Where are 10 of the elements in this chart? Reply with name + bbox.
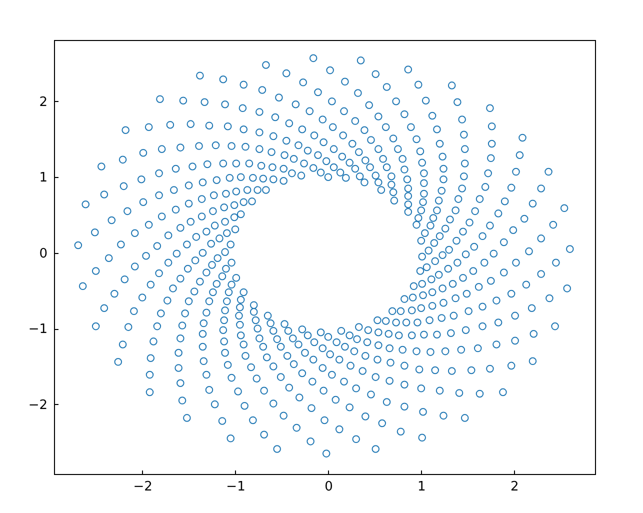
x-tick-label: −2 [133,480,152,494]
x-tick-label: −1 [226,480,246,494]
y-tick-label: 2 [39,94,48,110]
y-tick-label: 1 [39,170,48,186]
x-tick-label: 0 [324,480,333,494]
y-tick-label: −2 [28,398,48,413]
x-tick-label: 1 [418,480,426,494]
y-tick-label: −1 [28,322,48,338]
y-tick-label: 0 [39,246,48,262]
x-tick-label: 2 [510,480,519,494]
